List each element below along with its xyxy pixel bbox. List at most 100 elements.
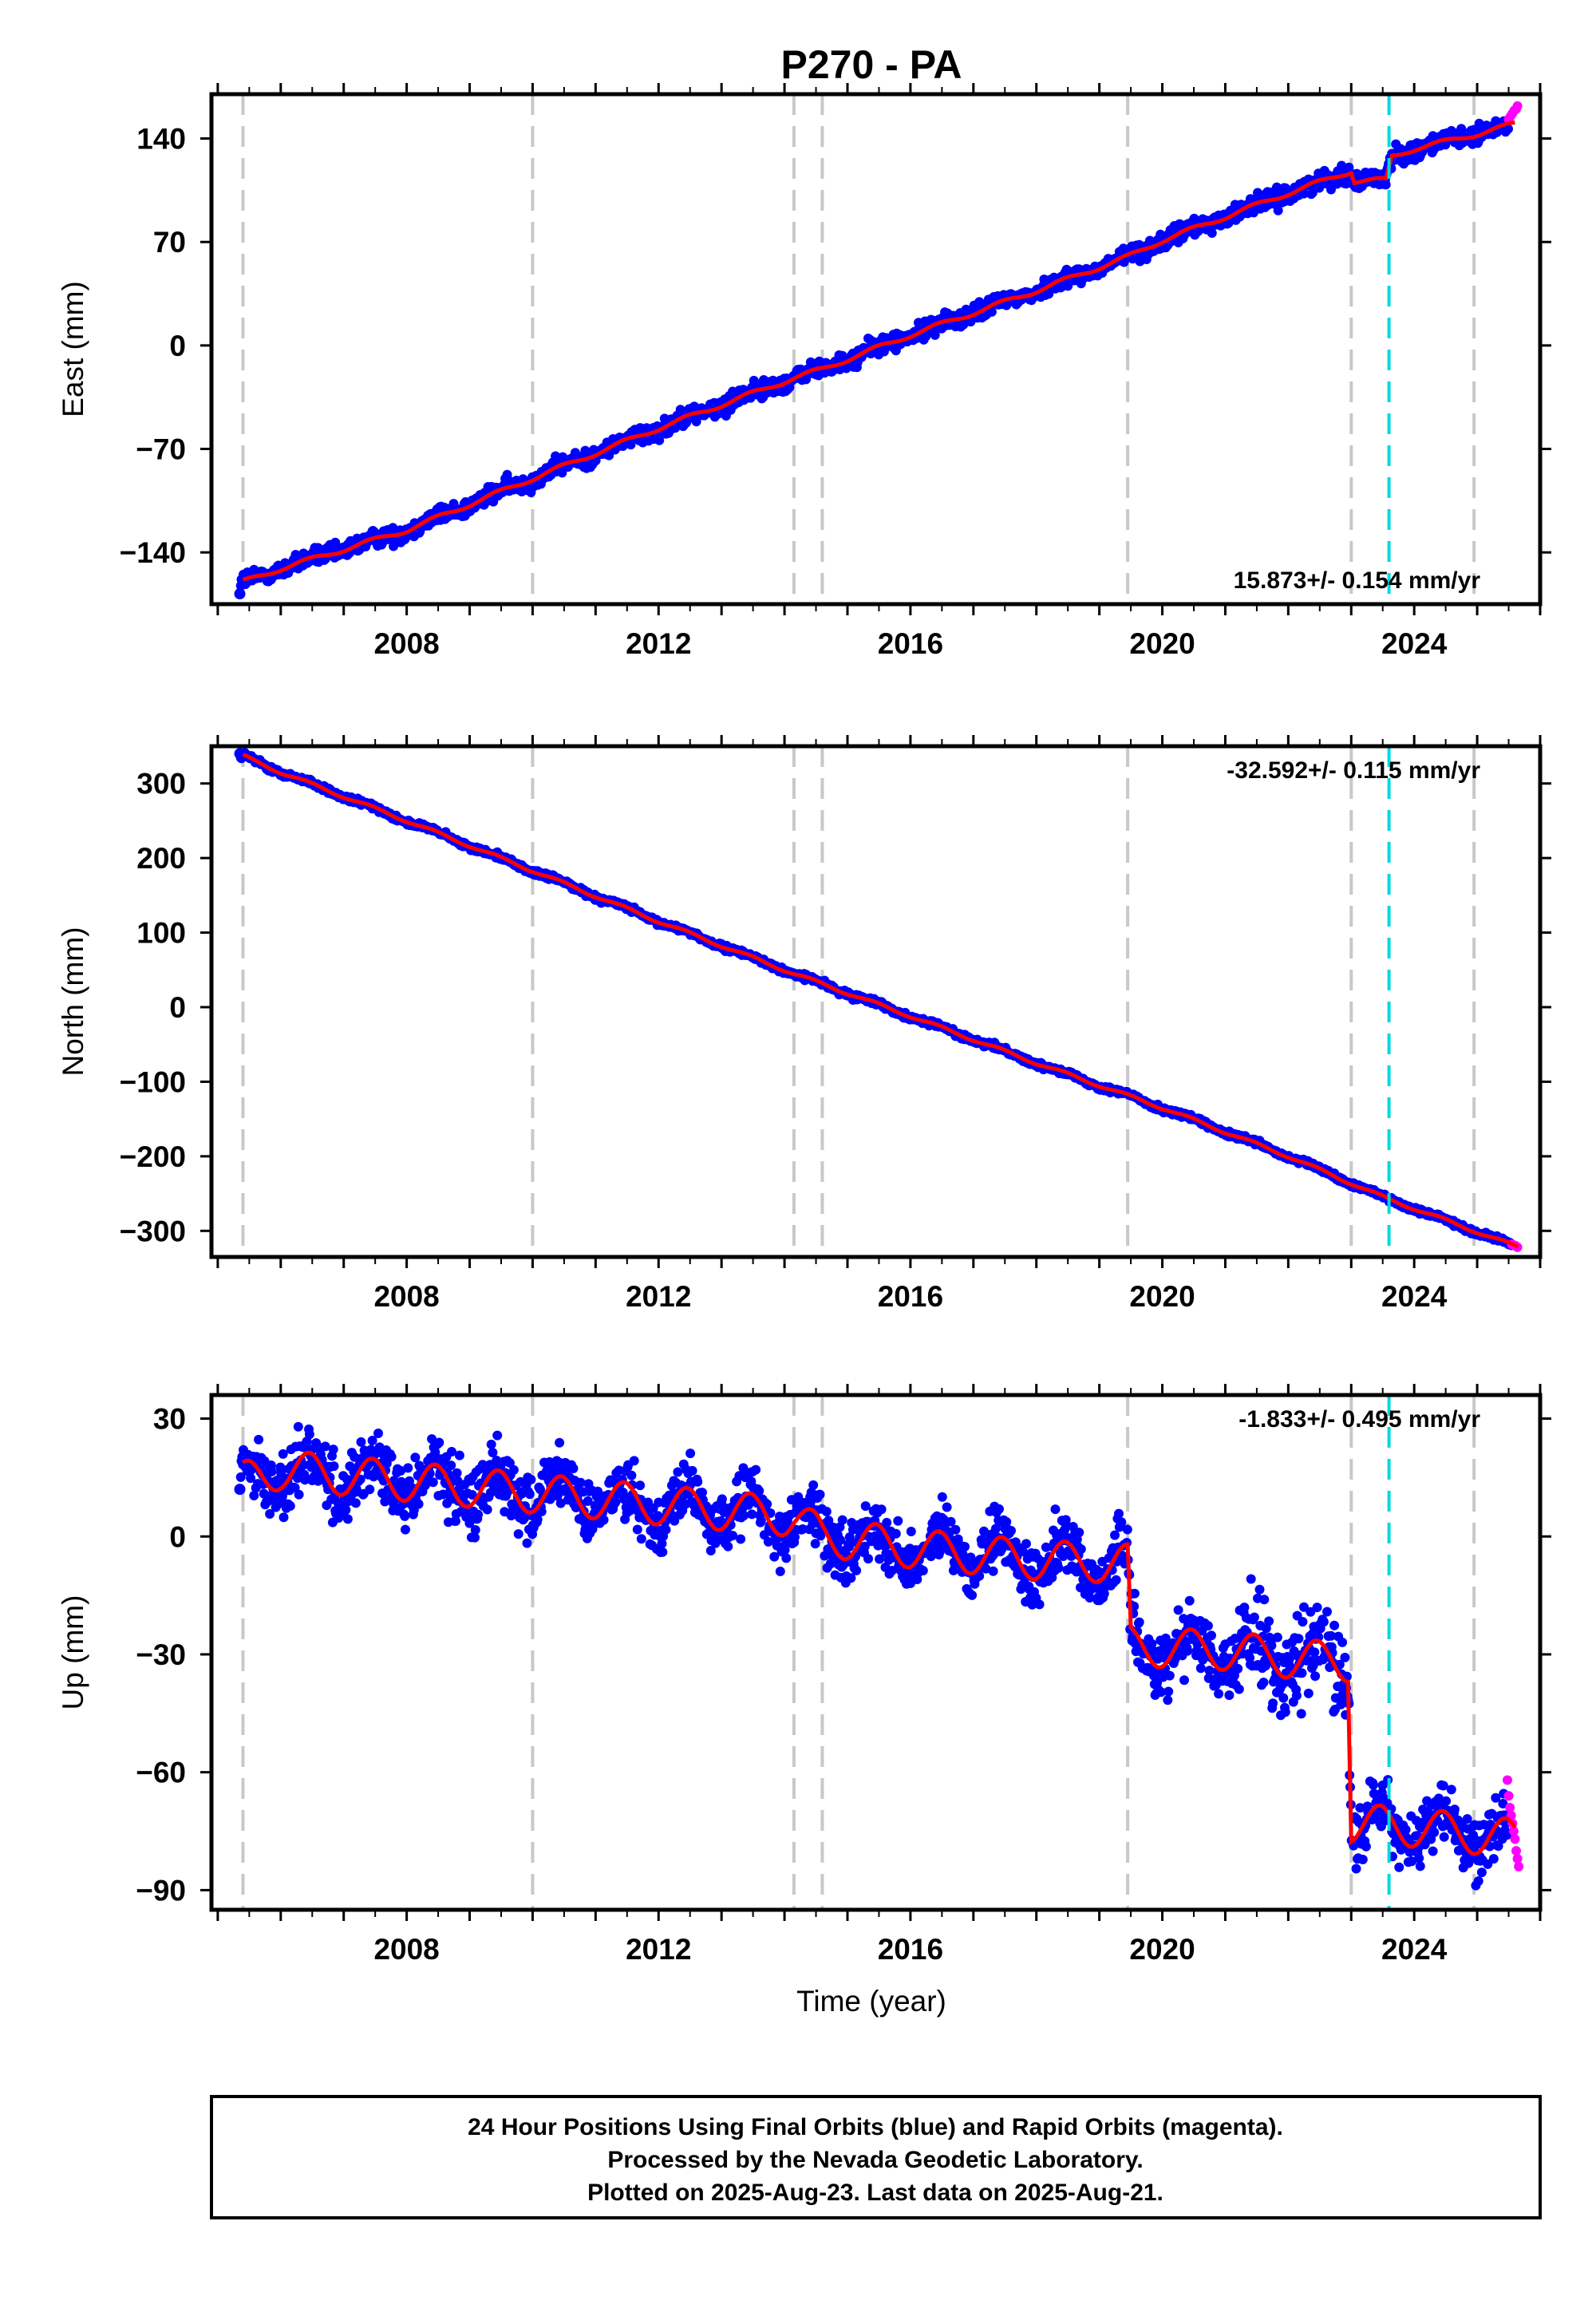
- final-orbit-point: [454, 1450, 464, 1460]
- final-orbit-point: [428, 1477, 438, 1488]
- y-tick-label: 0: [169, 330, 186, 362]
- final-orbit-point: [610, 1497, 621, 1507]
- final-orbit-point: [1503, 124, 1513, 134]
- y-tick-label: 70: [153, 226, 186, 259]
- final-orbit-point: [513, 1529, 523, 1539]
- final-orbit-point: [1299, 188, 1309, 199]
- x-tick-label: 2016: [878, 1280, 943, 1313]
- final-orbit-point: [403, 1463, 413, 1473]
- y-axis-label: North (mm): [57, 927, 89, 1076]
- panel-east: −140 −70 0 70 140 2008 2012 2016 2020 2024 East (m…: [57, 83, 1551, 660]
- final-orbit-point: [365, 1484, 375, 1495]
- final-orbit-point: [470, 1525, 480, 1535]
- final-orbit-point: [555, 1437, 565, 1448]
- final-orbit-point: [400, 1511, 410, 1521]
- final-orbit-point: [658, 1547, 668, 1557]
- x-tick-label: 2012: [626, 627, 691, 660]
- final-orbit-point: [401, 1524, 410, 1535]
- final-orbit-point: [754, 1486, 764, 1496]
- final-orbit-point: [341, 1505, 351, 1515]
- final-orbit-point: [482, 1504, 492, 1515]
- y-tick-label: 300: [136, 768, 186, 800]
- final-orbit-point: [293, 1421, 303, 1432]
- final-orbit-point: [294, 1489, 304, 1500]
- panel-frame: [209, 92, 1543, 607]
- x-tick-label: 2012: [626, 1280, 691, 1313]
- final-orbit-point: [350, 1498, 361, 1508]
- final-orbit-point: [632, 1524, 642, 1535]
- final-orbit-point: [1381, 180, 1391, 190]
- final-orbit-point: [723, 1541, 733, 1551]
- model-fit-line: [242, 120, 1515, 582]
- x-tick-label: 2008: [373, 1280, 439, 1313]
- first-position-point: [234, 588, 246, 600]
- final-orbit-point: [486, 1439, 496, 1449]
- final-orbit-point: [508, 1464, 519, 1475]
- final-orbit-point: [285, 1501, 295, 1511]
- final-orbit-point: [278, 1448, 288, 1459]
- final-orbit-point: [986, 306, 997, 317]
- final-orbit-point: [685, 1448, 696, 1459]
- final-orbit-point: [1207, 228, 1217, 238]
- y-tick-label: −200: [120, 1140, 186, 1173]
- y-tick-label: 140: [136, 123, 186, 156]
- final-orbit-point: [386, 1452, 397, 1462]
- final-orbit-point: [598, 1515, 609, 1525]
- final-orbit-point: [356, 1437, 366, 1447]
- final-orbit-point: [254, 1434, 264, 1445]
- final-orbit-point: [524, 1489, 535, 1500]
- final-orbit-point: [739, 1511, 749, 1520]
- y-tick-label: 100: [136, 917, 186, 950]
- final-orbit-point: [446, 1460, 456, 1471]
- final-orbit-point: [329, 1461, 339, 1472]
- final-orbit-point: [522, 1538, 532, 1548]
- final-orbit-point: [434, 1437, 444, 1448]
- final-orbit-point: [304, 1429, 314, 1440]
- final-orbit-points: [234, 101, 1523, 600]
- x-tick-label: 2024: [1381, 627, 1448, 660]
- final-orbit-point: [373, 1429, 383, 1438]
- final-orbit-point: [675, 405, 685, 415]
- final-orbit-point: [629, 1456, 639, 1466]
- x-tick-label: 2020: [1129, 627, 1195, 660]
- final-orbit-point: [636, 1534, 646, 1544]
- y-tick-label: −100: [120, 1065, 186, 1098]
- y-tick-label: 0: [169, 991, 186, 1024]
- x-tick-label: 2020: [1129, 1280, 1195, 1313]
- panels: −140 −70 0 70 140 2008 2012 2016 2020 2024 East (m…: [57, 83, 1551, 1966]
- final-orbit-point: [557, 468, 567, 478]
- final-orbit-point: [279, 1512, 289, 1523]
- y-tick-label: −70: [136, 433, 186, 466]
- y-tick-label: −300: [120, 1215, 186, 1247]
- final-orbit-point: [473, 1509, 484, 1520]
- final-orbit-point: [568, 1464, 579, 1473]
- chart-title: P270 - PA: [781, 42, 962, 87]
- rate-annotation: 15.873+/- 0.154 mm/yr: [1234, 567, 1481, 594]
- final-orbit-point: [930, 330, 940, 340]
- x-tick-label: 2008: [373, 627, 439, 660]
- final-orbit-point: [413, 1499, 424, 1509]
- final-orbit-point: [1273, 205, 1283, 215]
- x-tick-label: 2016: [878, 627, 943, 660]
- final-orbit-point: [736, 1534, 746, 1544]
- y-tick-label: −140: [120, 536, 186, 569]
- final-orbit-point: [635, 1480, 646, 1491]
- final-orbit-point: [1344, 162, 1354, 172]
- final-orbit-point: [492, 1430, 503, 1441]
- final-orbit-point: [626, 1470, 637, 1480]
- final-orbit-point: [328, 1445, 338, 1455]
- final-orbit-point: [661, 1524, 671, 1535]
- final-orbit-point: [751, 1464, 761, 1475]
- final-orbit-point: [693, 1476, 703, 1487]
- rapid-orbit-point: [1512, 101, 1523, 111]
- y-axis-label: East (mm): [57, 281, 89, 417]
- final-orbit-point: [654, 435, 665, 445]
- final-orbit-point: [687, 1465, 697, 1476]
- final-orbit-point: [756, 1516, 766, 1526]
- final-orbit-point: [673, 1467, 683, 1477]
- rate-annotation: -32.592+/- 0.115 mm/yr: [1227, 757, 1480, 784]
- final-orbit-point: [526, 1475, 536, 1484]
